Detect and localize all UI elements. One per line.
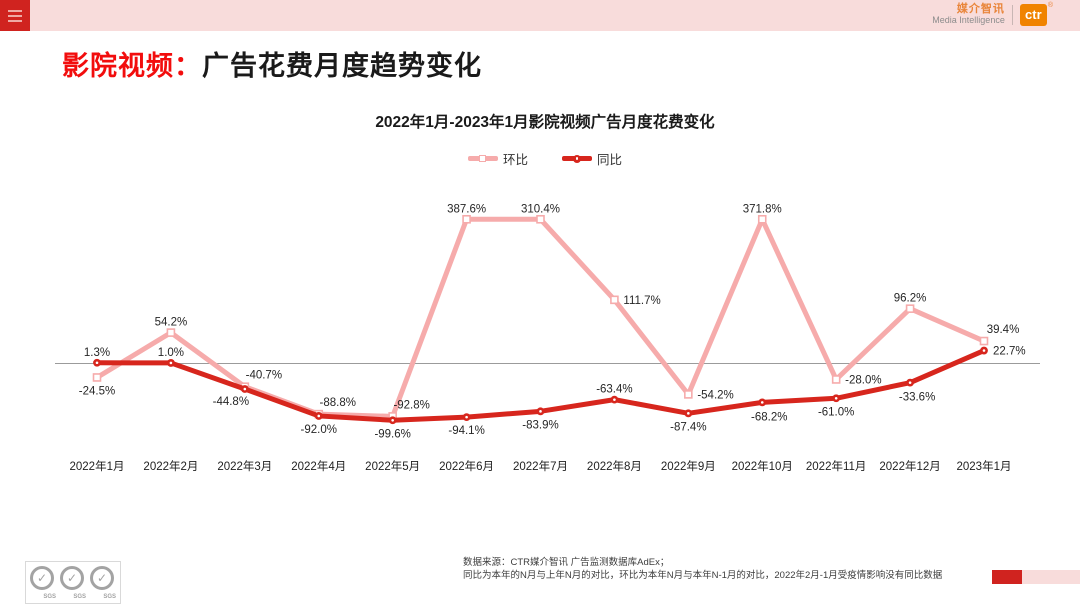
- data-point-marker[interactable]: [462, 214, 471, 224]
- legend-marker-mom-icon: [467, 154, 498, 162]
- series-line-环比: [94, 216, 987, 419]
- legend-item-mom[interactable]: 环比: [467, 149, 528, 168]
- data-label: -87.4%: [670, 421, 706, 433]
- data-point-marker-center: [760, 401, 764, 404]
- legend-marker-yoy-icon: [562, 154, 592, 163]
- data-label: -40.7%: [246, 370, 282, 382]
- x-axis-label: 2022年8月: [587, 459, 642, 473]
- hamburger-icon: [8, 14, 22, 17]
- data-point-marker[interactable]: [757, 214, 767, 224]
- data-point-marker[interactable]: [536, 214, 545, 224]
- x-axis-label: 2022年9月: [661, 459, 716, 473]
- x-axis-label: 2022年4月: [291, 459, 346, 473]
- data-label: -24.5%: [79, 385, 115, 397]
- data-point-marker-center: [317, 414, 321, 418]
- brand-name-cn: 媒介智讯: [956, 3, 1005, 15]
- data-label: 39.4%: [987, 324, 1020, 336]
- footer-accent-pink: [1022, 570, 1080, 584]
- sgs-certification-badges: ✓ SGS ✓ SGS ✓ SGS: [25, 561, 121, 604]
- data-label: 1.0%: [158, 347, 184, 359]
- data-point-marker-center: [687, 412, 690, 415]
- data-label: 111.7%: [623, 295, 660, 307]
- data-point-marker[interactable]: [610, 295, 619, 305]
- data-point-marker[interactable]: [979, 336, 989, 346]
- x-axis-label: 2023年1月: [957, 459, 1012, 473]
- data-point-marker-center: [465, 415, 468, 419]
- x-axis-label: 2022年3月: [217, 459, 272, 473]
- data-label: -92.0%: [301, 424, 337, 436]
- data-point-marker-center: [908, 381, 912, 384]
- data-label: 371.8%: [743, 203, 782, 215]
- x-axis-label: 2022年1月: [70, 459, 125, 473]
- x-axis-label: 2022年6月: [439, 459, 494, 473]
- page-title-rest: 广告花费月度趋势变化: [202, 51, 482, 81]
- data-point-marker-center: [834, 396, 838, 400]
- data-label: -83.9%: [522, 419, 558, 431]
- data-label: -68.2%: [751, 411, 787, 423]
- data-point-marker[interactable]: [92, 373, 102, 382]
- data-label: -28.0%: [845, 374, 881, 386]
- page-title: 影院视频：广告花费月度趋势变化: [62, 44, 482, 83]
- x-axis-label: 2022年12月: [879, 459, 940, 473]
- page-title-highlight: 影院视频：: [62, 51, 202, 81]
- data-label: -88.8%: [320, 397, 356, 409]
- brand-divider: [1011, 4, 1013, 25]
- data-label: 1.3%: [84, 347, 110, 359]
- data-label: -33.6%: [899, 392, 935, 404]
- legend-label-mom: 环比: [502, 153, 528, 167]
- data-label: -99.6%: [374, 428, 410, 440]
- brand-text: 媒介智讯 Media Intelligence: [932, 3, 1005, 26]
- data-point-marker-center: [539, 410, 542, 413]
- data-point-marker-center: [982, 349, 986, 352]
- chart-legend: 环比 同比: [0, 149, 1080, 168]
- data-source-note: 数据来源：CTR媒介智讯 广告监测数据库AdEx； 同比为本年的N月与上年N月的…: [463, 556, 942, 582]
- menu-button[interactable]: [0, 0, 30, 31]
- data-label: 387.6%: [447, 203, 486, 215]
- top-bar: [0, 0, 1080, 31]
- footer-accent-red: [992, 570, 1022, 584]
- data-point-marker-center: [391, 418, 394, 422]
- brand-logo: 媒介智讯 Media Intelligence ctr ®: [932, 2, 1053, 26]
- x-axis-label: 2022年7月: [513, 459, 568, 473]
- data-label: 96.2%: [894, 293, 927, 305]
- data-point-marker-center: [243, 387, 247, 391]
- data-label: -54.2%: [697, 389, 733, 401]
- data-point-marker-center: [613, 398, 616, 401]
- data-label: -94.1%: [448, 425, 484, 437]
- legend-label-yoy: 同比: [597, 153, 623, 167]
- x-axis-label: 2022年11月: [806, 459, 867, 473]
- x-axis-label: 2022年5月: [365, 459, 420, 473]
- data-source-line1: 数据来源：CTR媒介智讯 广告监测数据库AdEx；: [463, 557, 670, 568]
- data-label: -63.4%: [596, 384, 632, 396]
- data-point-marker-center: [95, 361, 99, 365]
- data-label: 310.4%: [521, 203, 560, 215]
- data-point-marker[interactable]: [684, 390, 693, 399]
- data-label: 54.2%: [155, 317, 188, 329]
- sgs-badge-icon: ✓ SGS: [90, 565, 116, 600]
- data-label: -61.0%: [818, 406, 854, 418]
- registered-mark: ®: [1047, 2, 1053, 9]
- data-label: 22.7%: [993, 346, 1026, 358]
- legend-item-yoy[interactable]: 同比: [562, 149, 622, 168]
- data-label: -92.8%: [393, 399, 429, 411]
- data-point-marker-center: [169, 361, 173, 365]
- data-point-marker[interactable]: [831, 375, 841, 384]
- x-axis-label: 2022年10月: [732, 459, 793, 473]
- chart-title: 2022年1月-2023年1月影院视频广告月度花费变化: [375, 114, 715, 131]
- data-point-marker[interactable]: [166, 328, 176, 337]
- sgs-badge-icon: ✓ SGS: [60, 565, 86, 600]
- brand-name-en: Media Intelligence: [932, 15, 1005, 25]
- x-axis-label: 2022年2月: [143, 459, 198, 473]
- hamburger-icon: [8, 9, 22, 12]
- ctr-logo: ctr: [1019, 3, 1047, 26]
- data-label: -44.8%: [213, 396, 249, 408]
- data-point-marker[interactable]: [905, 304, 915, 313]
- data-source-line2: 同比为本年的N月与上年N月的对比，环比为本年N月与本年N-1月的对比，2022年…: [463, 570, 943, 581]
- sgs-badge-icon: ✓ SGS: [30, 565, 56, 600]
- hamburger-icon: [8, 19, 22, 22]
